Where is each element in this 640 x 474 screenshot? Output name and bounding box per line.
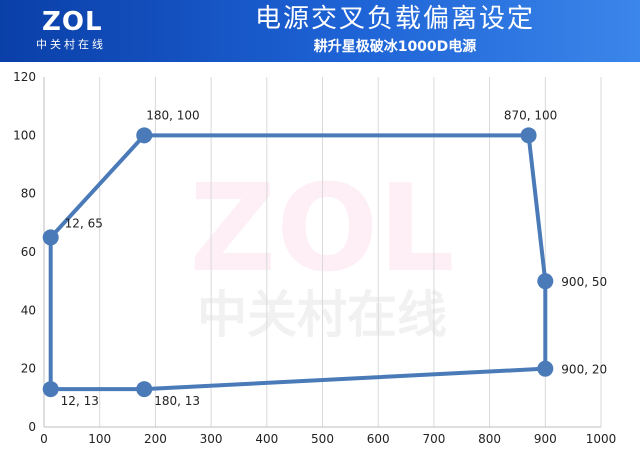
data-label: 180, 100: [146, 108, 199, 122]
data-point: [136, 127, 153, 144]
data-markers: [42, 127, 554, 398]
data-point: [136, 381, 153, 398]
y-tick-label: 120: [13, 70, 36, 84]
data-point: [537, 273, 554, 290]
data-label: 900, 50: [561, 275, 607, 289]
x-tick-label: 0: [40, 432, 48, 446]
data-point: [42, 381, 59, 398]
x-tick-label: 700: [422, 432, 445, 446]
axes: [43, 77, 601, 428]
data-label: 12, 13: [61, 394, 99, 408]
x-tick-label: 300: [200, 432, 223, 446]
x-tick-label: 600: [367, 432, 390, 446]
logo-subtext: 中关村在线: [36, 38, 106, 51]
data-labels: 12, 13 12, 65 180, 100 870, 100 900, 50 900, …: [61, 108, 607, 408]
y-tick-label: 40: [21, 303, 36, 317]
logo-mark: ZOL: [42, 7, 103, 37]
x-tick-label: 800: [478, 432, 501, 446]
x-tick-label: 1000: [586, 432, 617, 446]
chart-title: 电源交叉负载偏离设定: [254, 4, 535, 34]
chart-subtitle: 耕升星极破冰1000D电源: [313, 39, 477, 55]
y-tick-label: 80: [21, 187, 36, 201]
data-label: 12, 65: [65, 216, 103, 230]
x-tick-label: 500: [311, 432, 334, 446]
series-line: [48, 133, 548, 392]
y-tick-label: 0: [28, 420, 36, 434]
y-tick-labels: 0 20 40 60 80 100 120: [13, 70, 36, 434]
data-point: [520, 127, 537, 144]
zol-logo: ZOL 中关村在线: [30, 8, 130, 54]
header-banner: ZOL 中关村在线 电源交叉负载偏离设定 耕升星极破冰1000D电源: [0, 0, 640, 62]
y-tick-label: 60: [21, 245, 36, 259]
x-tick-label: 400: [255, 432, 278, 446]
data-label: 870, 100: [504, 108, 557, 122]
data-label: 900, 20: [561, 363, 607, 377]
series-polyline: [48, 133, 548, 392]
data-point: [537, 360, 554, 377]
y-tick-label: 100: [13, 128, 36, 142]
x-tick-label: 200: [144, 432, 167, 446]
data-label: 180, 13: [154, 394, 200, 408]
x-tick-label: 100: [88, 432, 111, 446]
y-tick-label: 20: [21, 362, 36, 376]
x-tick-labels: 0 100 200 300 400 500 600 700 800 900 1000: [40, 432, 616, 446]
x-tick-label: 900: [534, 432, 557, 446]
data-point: [42, 229, 59, 246]
